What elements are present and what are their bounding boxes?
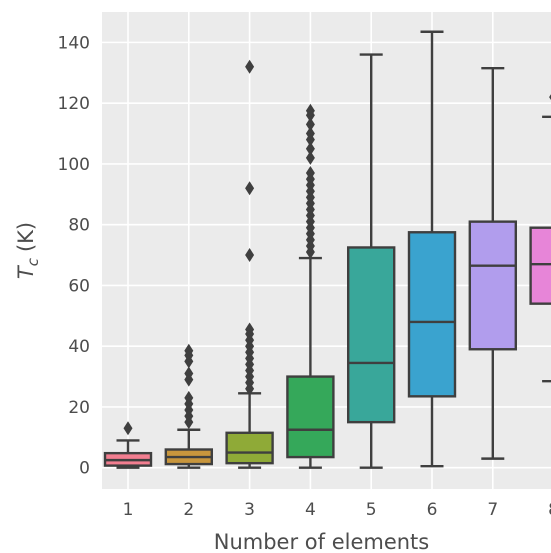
x-tick-labels: 1 2 3 4 5 6 7 8 <box>123 500 551 520</box>
x-tick-label: 6 <box>427 500 438 520</box>
box-6 <box>407 30 457 468</box>
box-8 <box>529 94 551 383</box>
y-axis-symbol: T <box>14 264 38 279</box>
y-tick-label: 140 <box>58 33 90 53</box>
iqr-box <box>347 246 396 424</box>
outlier-point <box>184 390 194 405</box>
outlier-point <box>305 126 315 141</box>
x-tick-label: 8 <box>548 500 551 520</box>
outlier-point <box>245 248 255 263</box>
box-4 <box>286 103 335 469</box>
box-7 <box>468 67 517 460</box>
box-1 <box>103 421 153 469</box>
y-tick-labels: 0 20 40 60 80 100 120 140 <box>58 33 90 478</box>
x-tick-label: 7 <box>487 500 498 520</box>
outlier-point <box>305 117 315 132</box>
outlier-point <box>305 141 315 156</box>
x-tick-label: 1 <box>123 500 134 520</box>
y-tick-label: 60 <box>68 276 90 296</box>
x-tick-label: 2 <box>183 500 194 520</box>
outlier-point <box>245 59 255 74</box>
x-axis-title: Number of elements <box>214 530 430 553</box>
box-3 <box>225 59 274 469</box>
iqr-box <box>468 220 517 351</box>
outlier-point <box>123 421 133 436</box>
outlier-point <box>305 166 315 181</box>
y-axis-title: Tc (K) <box>14 222 42 279</box>
x-tick-label: 3 <box>244 500 255 520</box>
y-tick-label: 0 <box>79 459 90 479</box>
outlier-point <box>305 103 315 118</box>
outlier-point <box>245 181 255 196</box>
iqr-box <box>529 226 551 305</box>
x-tick-label: 5 <box>366 500 377 520</box>
y-tick-label: 120 <box>58 94 90 114</box>
y-tick-label: 20 <box>68 398 90 418</box>
iqr-box <box>286 375 335 459</box>
y-tick-label: 100 <box>58 155 90 175</box>
box-5 <box>347 53 396 469</box>
x-tick-label: 4 <box>305 500 316 520</box>
iqr-box <box>225 431 274 465</box>
outlier-point <box>184 366 194 381</box>
y-axis-unit: (K) <box>14 222 38 252</box>
outlier-point <box>305 150 315 165</box>
y-tick-label: 80 <box>68 216 90 236</box>
y-axis-subscript: c <box>24 257 42 266</box>
outlier-point <box>184 343 194 358</box>
iqr-box <box>407 231 457 398</box>
outlier-point <box>245 322 255 337</box>
box-2 <box>164 343 214 469</box>
y-tick-label: 40 <box>68 337 90 357</box>
box-series <box>103 30 551 469</box>
